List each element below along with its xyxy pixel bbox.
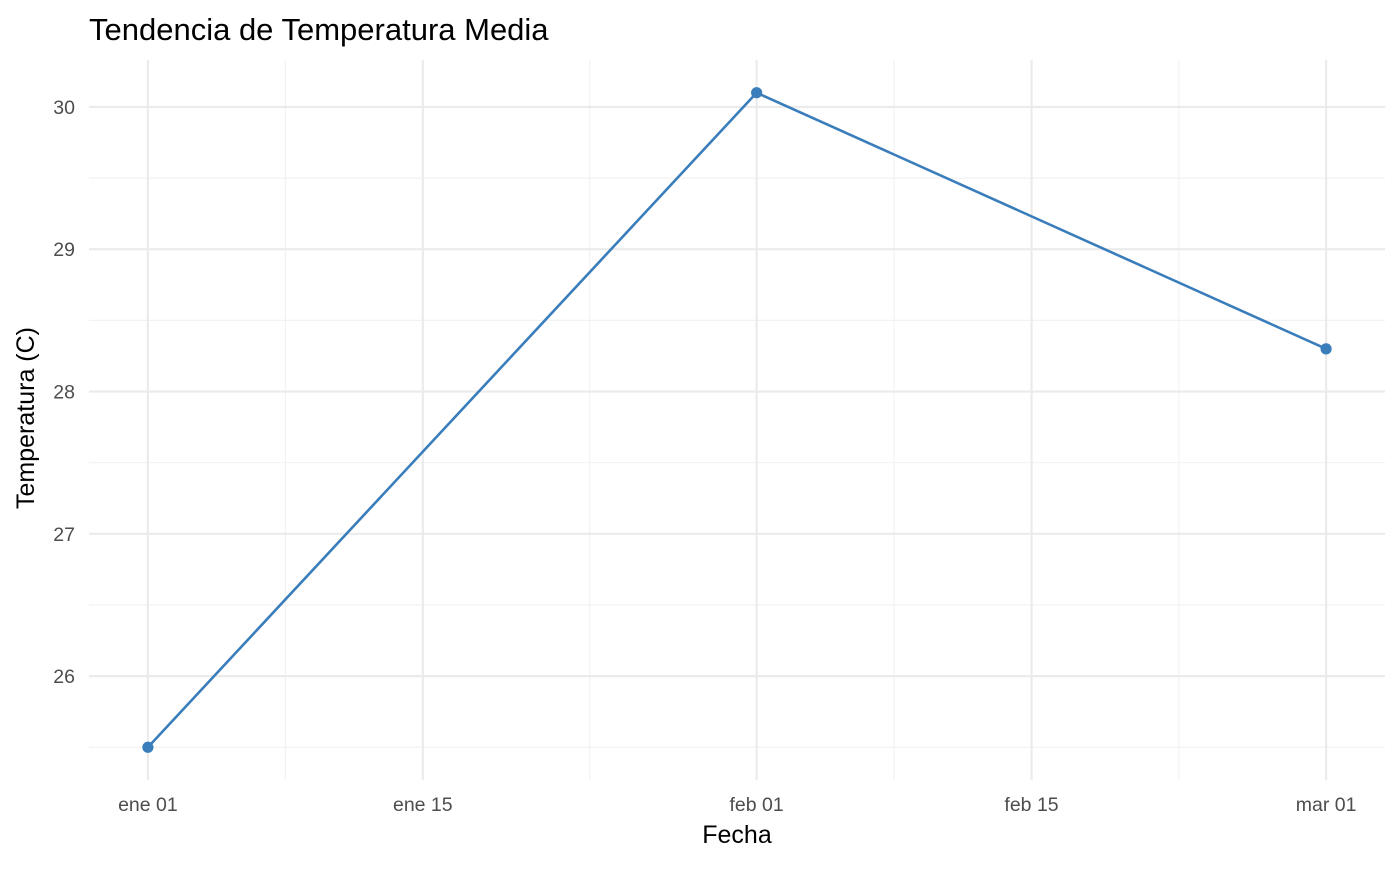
y-tick-label: 27	[53, 524, 75, 546]
y-tick-label: 29	[53, 239, 75, 261]
series-line	[146, 91, 1328, 749]
y-axis-ticks: 26 27 28 29 30	[53, 97, 75, 688]
x-tick-label: mar 01	[1296, 794, 1357, 816]
points-layer	[142, 87, 1332, 753]
chart-title: Tendencia de Temperatura Media	[89, 12, 549, 47]
x-tick-label: ene 01	[118, 794, 178, 816]
grid	[89, 60, 1385, 780]
y-tick-label: 28	[53, 382, 75, 404]
x-tick-label: feb 15	[1004, 794, 1058, 816]
y-tick-label: 30	[53, 97, 75, 119]
x-axis-title: Fecha	[702, 821, 772, 849]
y-axis-title: Temperatura (C)	[12, 327, 40, 509]
x-axis-ticks: ene 01 ene 15 feb 01 feb 15 mar 01	[118, 794, 1356, 816]
data-point	[1320, 343, 1332, 355]
y-tick-label: 26	[53, 666, 75, 688]
x-tick-label: feb 01	[730, 794, 784, 816]
series-layer	[146, 91, 1328, 749]
data-point	[751, 87, 763, 99]
data-point	[142, 741, 154, 753]
x-tick-label: ene 15	[393, 794, 453, 816]
